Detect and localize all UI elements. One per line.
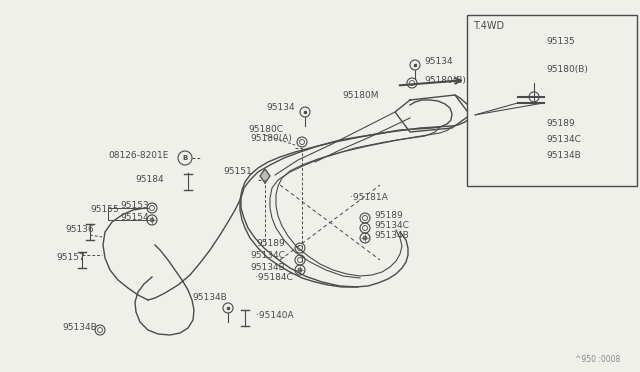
Text: 95189: 95189 — [256, 240, 285, 248]
Text: 95134C: 95134C — [374, 221, 409, 230]
Text: 95189: 95189 — [546, 119, 575, 128]
Circle shape — [363, 236, 367, 240]
Text: 95134: 95134 — [266, 103, 295, 112]
Text: ·95140A: ·95140A — [256, 311, 294, 321]
Text: 95153: 95153 — [120, 201, 148, 209]
Text: T.4WD: T.4WD — [473, 21, 504, 31]
Text: 95180(B): 95180(B) — [424, 76, 466, 84]
Text: 95134B: 95134B — [250, 263, 285, 272]
Circle shape — [150, 218, 154, 222]
Text: 95134C: 95134C — [546, 135, 581, 144]
Text: 95134B: 95134B — [374, 231, 409, 240]
Text: 95134: 95134 — [424, 58, 452, 67]
Text: 95184: 95184 — [135, 176, 164, 185]
Circle shape — [298, 268, 302, 272]
Circle shape — [532, 157, 536, 161]
Text: 95180(A): 95180(A) — [250, 135, 292, 144]
Text: 95180(B): 95180(B) — [546, 65, 588, 74]
Text: 95134B: 95134B — [192, 294, 227, 302]
Text: 08126-8201E: 08126-8201E — [108, 151, 168, 160]
Text: 95157: 95157 — [56, 253, 84, 263]
Text: 95154: 95154 — [120, 214, 148, 222]
Text: ·95184C: ·95184C — [255, 273, 292, 282]
Text: B: B — [182, 155, 188, 161]
Text: 95151: 95151 — [223, 167, 252, 176]
Polygon shape — [260, 169, 270, 183]
Text: 95136: 95136 — [65, 225, 93, 234]
Text: ·95181A: ·95181A — [350, 193, 388, 202]
Text: 95180C: 95180C — [248, 125, 283, 135]
Text: 95134B: 95134B — [546, 151, 580, 160]
Text: 95189: 95189 — [374, 211, 403, 219]
Text: 95180M: 95180M — [342, 90, 378, 99]
Text: 95134C: 95134C — [250, 251, 285, 260]
Text: 95134B: 95134B — [62, 324, 97, 333]
Text: 95155: 95155 — [90, 205, 119, 215]
Text: ^950 :0008: ^950 :0008 — [575, 356, 620, 365]
Text: 95135: 95135 — [546, 37, 575, 46]
Bar — [467, 15, 637, 186]
